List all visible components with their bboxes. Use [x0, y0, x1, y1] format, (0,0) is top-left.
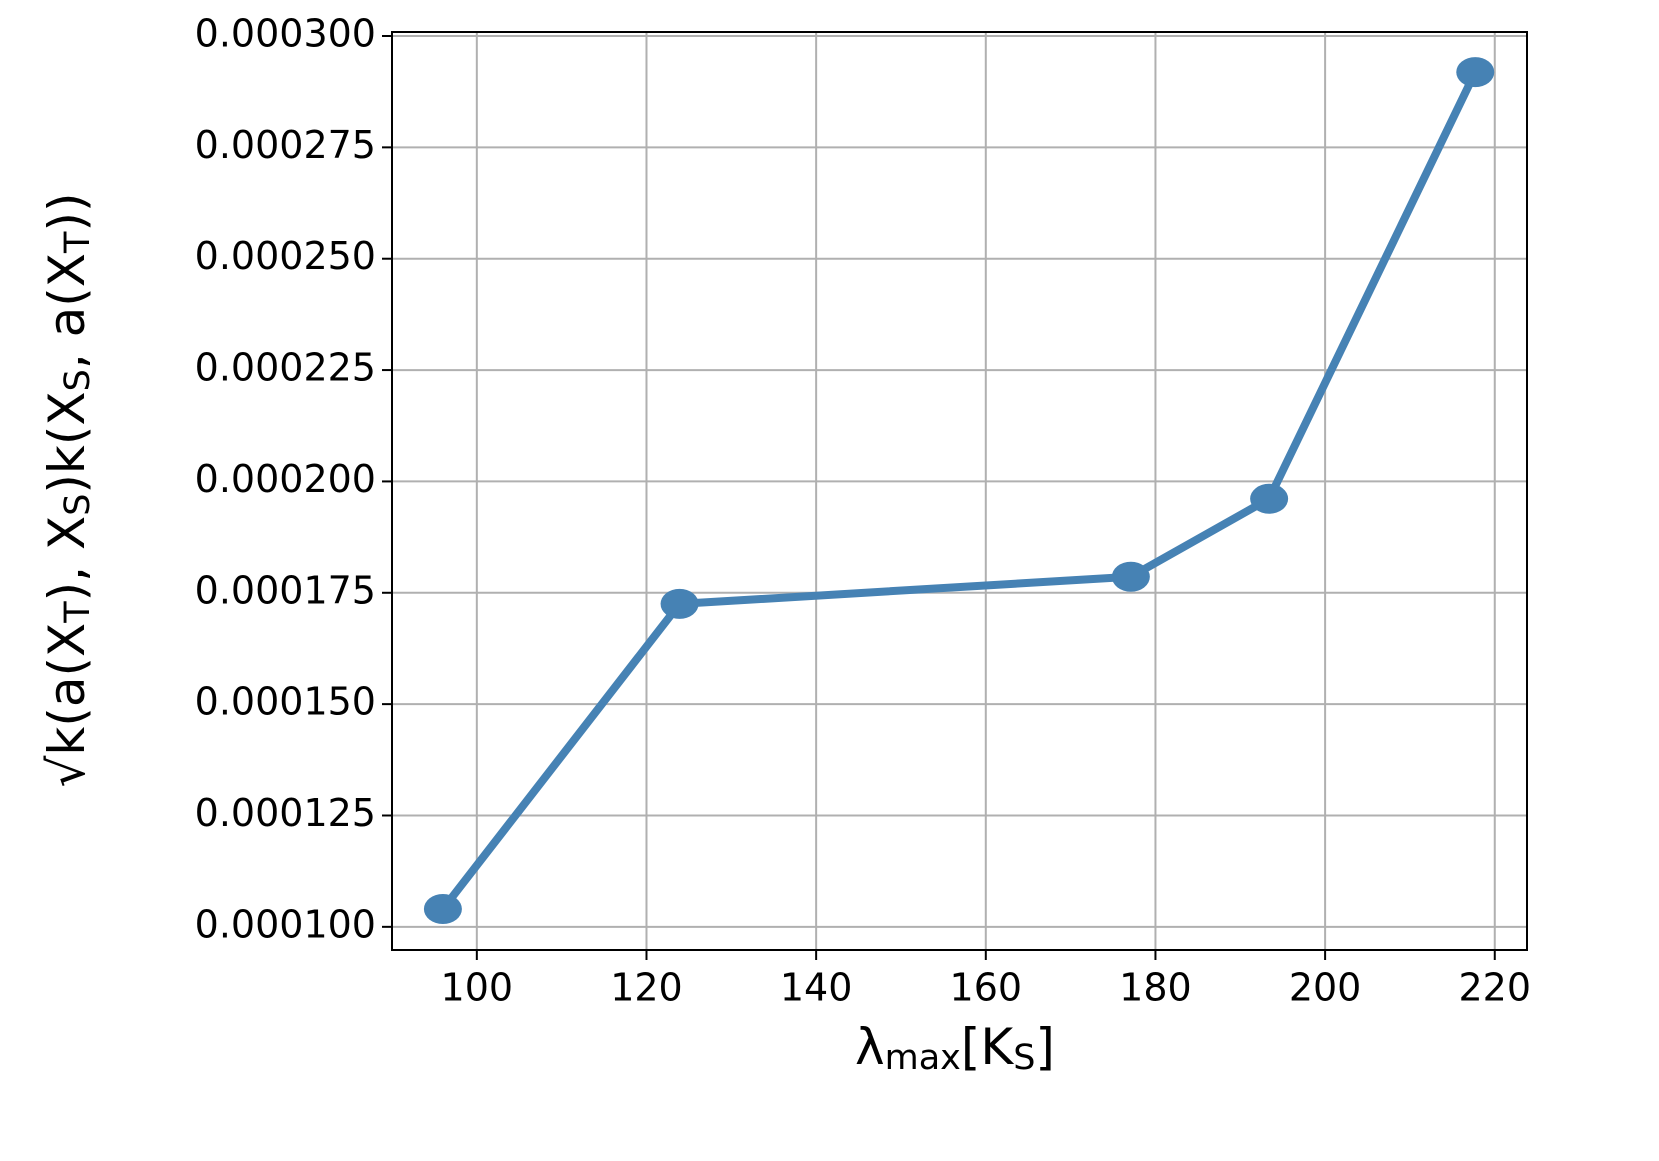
marker — [1456, 57, 1495, 88]
x-tick-label: 180 — [1119, 966, 1192, 1010]
marker — [1250, 483, 1289, 514]
x-tick-label: 200 — [1289, 966, 1362, 1010]
x-tick-label: 100 — [441, 966, 514, 1010]
x-tick-label: 220 — [1458, 966, 1531, 1010]
marker — [660, 588, 699, 619]
y-tick-label: 0.000125 — [195, 791, 376, 835]
y-tick-label: 0.000300 — [195, 12, 376, 56]
y-tick-label: 0.000175 — [195, 568, 376, 612]
y-axis-label: √k(a(XT), XS)k(XS, a(XT)) — [38, 193, 98, 788]
x-tick-label: 160 — [950, 966, 1023, 1010]
y-tick-label: 0.000250 — [195, 234, 376, 278]
x-tick-label: 120 — [610, 966, 683, 1010]
marker — [423, 894, 462, 925]
x-axis-label: λmax[KS] — [855, 1018, 1055, 1078]
y-tick-label: 0.000100 — [195, 902, 376, 946]
y-tick-label: 0.000200 — [195, 457, 376, 501]
y-tick-label: 0.000275 — [195, 123, 376, 167]
x-tick-label: 140 — [780, 966, 853, 1010]
line — [439, 70, 1479, 912]
plot-frame — [391, 31, 1528, 951]
y-tick-label: 0.000150 — [195, 680, 376, 724]
y-tick-label: 0.000225 — [195, 346, 376, 390]
marker — [1111, 561, 1150, 592]
